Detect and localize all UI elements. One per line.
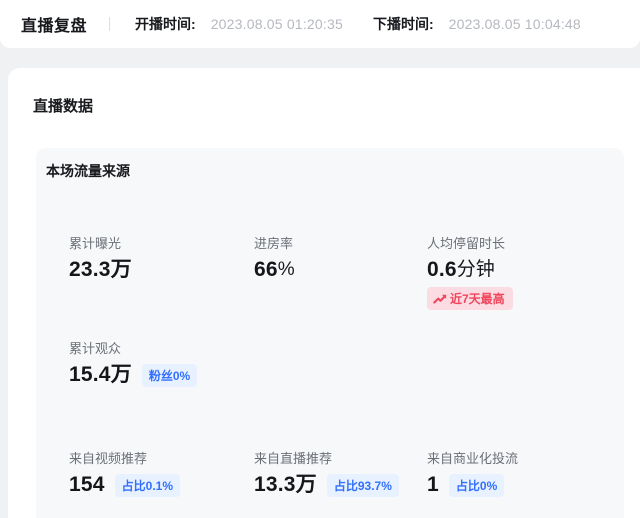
traffic-source-card: 本场流量来源 累计曝光 23.3万 进房率 66 % [36, 148, 624, 518]
live-data-card: 直播数据 本场流量来源 累计曝光 23.3万 进房率 66 % [8, 68, 640, 518]
start-time-label: 开播时间: [135, 16, 196, 32]
highlight-badge-label: 近7天最高 [450, 292, 505, 307]
live-data-section-title: 直播数据 [33, 98, 94, 115]
metric-entry-rate: 进房率 66 % [254, 233, 427, 338]
start-time-value: 2023.08.05 01:20:35 [210, 16, 343, 32]
metric-cumulative-exposure: 累计曝光 23.3万 [69, 233, 254, 338]
metric-unit: % [277, 259, 295, 281]
metric-from-video-recommendation: 来自视频推荐 154 占比0.1% [69, 448, 254, 497]
metric-value: 154 [69, 473, 105, 497]
page-header: 直播复盘 开播时间: 2023.08.05 01:20:35 下播时间: 202… [0, 0, 640, 48]
header-divider [109, 17, 111, 31]
end-time-value: 2023.08.05 10:04:48 [448, 16, 581, 32]
trend-up-icon [433, 294, 447, 304]
fans-ratio-badge: 粉丝0% [141, 364, 198, 387]
metric-label: 进房率 [254, 236, 294, 251]
metric-from-live-recommendation: 来自直播推荐 13.3万 占比93.7% [254, 448, 427, 497]
end-time-label: 下播时间: [372, 16, 434, 32]
metric-label: 累计观众 [69, 341, 122, 356]
metric-label: 来自商业化投流 [427, 451, 519, 466]
metric-avg-stay-duration: 人均停留时长 0.6 分钟 近7天最高 [427, 233, 624, 338]
metric-value: 23.3万 [69, 258, 132, 281]
metrics-grid: 累计曝光 23.3万 进房率 66 % 人均停留时长 [69, 233, 624, 497]
metric-label: 累计曝光 [69, 236, 122, 251]
metric-label: 来自直播推荐 [254, 451, 333, 466]
traffic-cards-scroll-row[interactable]: 本场流量来源 累计曝光 23.3万 进房率 66 % [28, 148, 640, 518]
ratio-badge: 占比0% [448, 474, 505, 497]
metric-label: 人均停留时长 [427, 236, 506, 251]
ratio-badge: 占比93.7% [326, 474, 399, 497]
ratio-badge: 占比0.1% [114, 474, 180, 497]
metric-cumulative-viewers: 累计观众 15.4万 粉丝0% [69, 338, 254, 448]
metric-value: 15.4万 [69, 363, 132, 387]
metric-value: 13.3万 [254, 473, 317, 497]
metric-value: 66 [254, 258, 278, 281]
metric-value: 1 [427, 473, 439, 497]
metric-unit: 分钟 [456, 259, 495, 281]
empty-cell [254, 338, 427, 448]
metric-label: 来自视频推荐 [69, 451, 148, 466]
page-title: 直播复盘 [21, 18, 88, 35]
metric-from-commercial-promotion: 来自商业化投流 1 占比0% [427, 448, 624, 497]
highlight-badge: 近7天最高 [427, 287, 513, 311]
empty-cell [427, 338, 624, 448]
traffic-source-card-title: 本场流量来源 [46, 163, 130, 179]
metric-value: 0.6 [427, 258, 457, 281]
